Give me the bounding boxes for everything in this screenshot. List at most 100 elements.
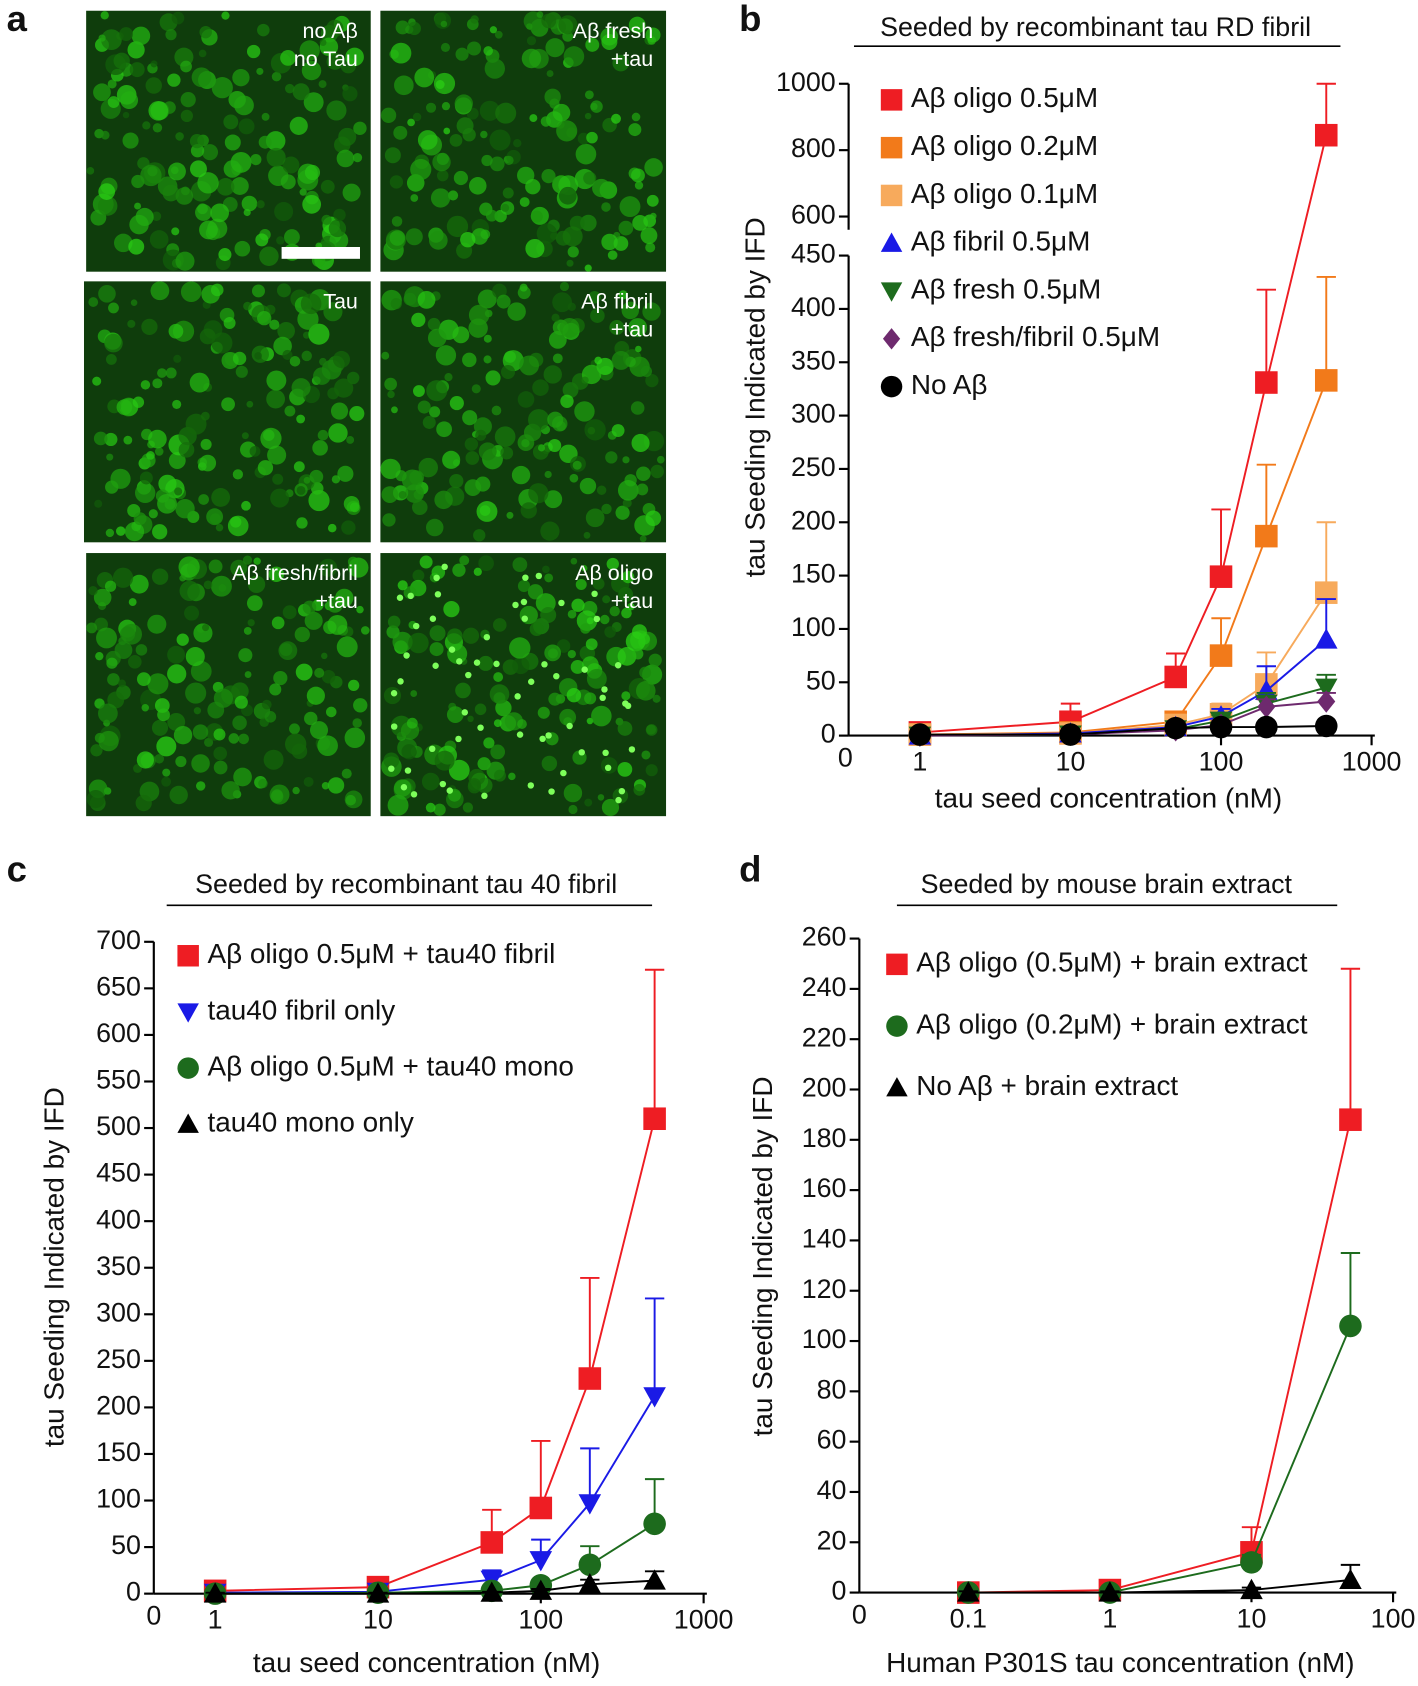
aggregate bbox=[403, 652, 410, 659]
cell bbox=[167, 664, 187, 684]
cell bbox=[295, 663, 313, 681]
marker bbox=[643, 1387, 666, 1408]
cell bbox=[309, 469, 324, 484]
cell bbox=[447, 628, 463, 644]
panel-label: d bbox=[739, 849, 761, 890]
cell bbox=[449, 473, 464, 489]
cell bbox=[317, 429, 329, 441]
micrograph-label: no Tau bbox=[294, 47, 358, 71]
cell bbox=[199, 454, 217, 472]
cell bbox=[444, 373, 453, 382]
cell bbox=[397, 580, 408, 591]
cell bbox=[485, 370, 501, 386]
cell bbox=[519, 283, 528, 292]
aggregate bbox=[521, 615, 528, 622]
cell bbox=[590, 308, 605, 323]
cell bbox=[391, 406, 398, 414]
y-tick-label: 60 bbox=[817, 1425, 847, 1455]
marker bbox=[1209, 644, 1233, 667]
cell bbox=[621, 301, 640, 320]
micrograph-label: +tau bbox=[315, 589, 357, 613]
cell bbox=[197, 172, 219, 194]
cell bbox=[446, 215, 469, 238]
cell bbox=[213, 688, 234, 708]
micrograph: Aβ fresh +tau bbox=[380, 10, 667, 272]
cell bbox=[496, 294, 511, 309]
cell bbox=[271, 616, 285, 630]
cell bbox=[617, 480, 639, 501]
cell bbox=[86, 622, 98, 634]
cell bbox=[302, 600, 317, 615]
x-tick-label: 1000 bbox=[674, 1605, 734, 1635]
cell bbox=[395, 20, 410, 35]
cell bbox=[259, 246, 279, 266]
cell bbox=[280, 174, 296, 190]
cell bbox=[609, 605, 620, 617]
cell bbox=[490, 744, 506, 760]
cell bbox=[276, 236, 285, 245]
micrograph-label: Aβ fresh bbox=[573, 19, 653, 43]
cell bbox=[448, 190, 459, 201]
cell bbox=[601, 503, 612, 515]
x-origin-label: 0 bbox=[838, 742, 853, 772]
cell bbox=[635, 345, 642, 353]
cell bbox=[586, 717, 594, 725]
marker bbox=[1240, 1551, 1263, 1574]
aggregate bbox=[599, 694, 606, 702]
cell bbox=[299, 188, 307, 196]
cell bbox=[113, 52, 130, 69]
marker bbox=[1164, 665, 1187, 689]
cell bbox=[135, 644, 148, 656]
cell bbox=[169, 785, 188, 805]
cell bbox=[152, 123, 163, 133]
cell bbox=[135, 794, 152, 812]
legend-label: tau40 mono only bbox=[207, 1107, 413, 1138]
cell bbox=[232, 715, 247, 731]
legend-label: Aβ oligo 0.5μM bbox=[911, 82, 1098, 113]
cell bbox=[449, 134, 463, 147]
chart-title: Seeded by recombinant tau RD fibril bbox=[880, 12, 1311, 42]
cell bbox=[602, 595, 611, 604]
cell bbox=[464, 479, 482, 496]
cell bbox=[479, 100, 500, 121]
cell bbox=[190, 660, 212, 682]
cell bbox=[115, 526, 126, 536]
cell bbox=[90, 744, 103, 757]
y-tick-label: 250 bbox=[791, 452, 836, 482]
cell bbox=[321, 652, 328, 660]
cell bbox=[189, 134, 205, 149]
cell bbox=[198, 49, 207, 58]
cell bbox=[341, 520, 356, 535]
cell bbox=[586, 131, 598, 144]
cell bbox=[127, 41, 145, 59]
cell bbox=[264, 711, 277, 723]
marker bbox=[1059, 723, 1082, 746]
cell bbox=[548, 438, 562, 453]
cell bbox=[552, 103, 571, 122]
cell bbox=[127, 319, 136, 328]
legend-label: No Aβ bbox=[911, 369, 988, 400]
cell bbox=[342, 183, 361, 202]
cell bbox=[551, 313, 560, 322]
chart-title: Seeded by recombinant tau 40 fibril bbox=[195, 869, 617, 899]
cell bbox=[105, 528, 115, 538]
cell bbox=[266, 389, 285, 409]
cell bbox=[601, 202, 611, 212]
cell bbox=[282, 349, 293, 361]
aggregate bbox=[439, 780, 447, 788]
cell bbox=[96, 627, 117, 649]
cell bbox=[342, 86, 358, 102]
aggregate bbox=[461, 709, 469, 716]
cell bbox=[617, 646, 637, 666]
cell bbox=[414, 67, 435, 88]
cell bbox=[174, 487, 183, 496]
cell bbox=[459, 555, 470, 566]
cell bbox=[642, 302, 661, 321]
cell bbox=[631, 168, 645, 183]
cell bbox=[180, 186, 190, 196]
cell bbox=[210, 283, 224, 297]
cell bbox=[425, 518, 444, 537]
cell bbox=[407, 21, 421, 36]
legend-label: Aβ oligo (0.5μM) + brain extract bbox=[916, 947, 1307, 978]
